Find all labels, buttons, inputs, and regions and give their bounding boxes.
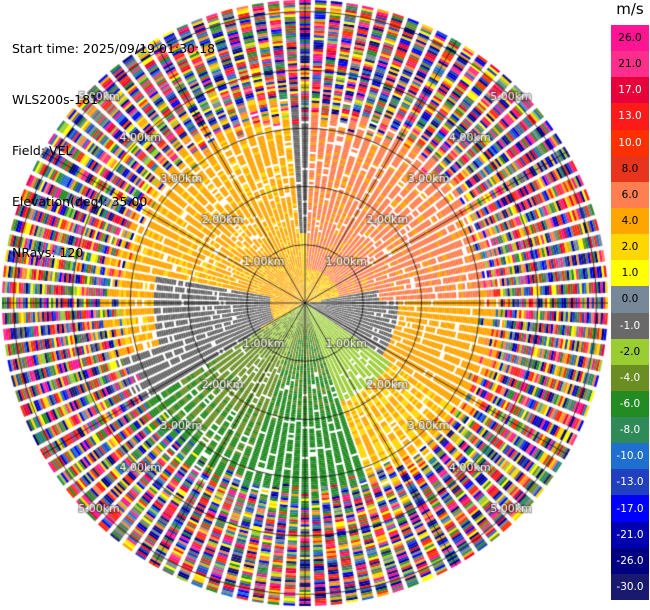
colorbar-tick-label: 8.0 xyxy=(621,162,639,175)
colorbar-tick-label: -6.0 xyxy=(619,397,641,410)
colorbar-swatch xyxy=(611,573,649,601)
nrays-text: NRays: 120 xyxy=(12,245,84,260)
colorbar-tick-label: 2.0 xyxy=(621,241,639,254)
colorbar-swatch xyxy=(611,312,649,340)
colorbar-tick-label: 13.0 xyxy=(618,110,642,123)
colorbar-tick-label: 1.0 xyxy=(621,267,639,280)
colorbar-tick-label: -17.0 xyxy=(616,502,644,515)
colorbar-swatch xyxy=(611,364,649,392)
colorbar-swatch xyxy=(611,51,649,78)
colorbar-swatch xyxy=(611,234,649,261)
colorbar-tick-label: 10.0 xyxy=(618,136,642,149)
colorbar-swatch xyxy=(611,338,649,366)
colorbar-swatch xyxy=(611,25,649,52)
colorbar-swatch xyxy=(611,390,649,418)
colorbar-swatch xyxy=(611,103,649,131)
colorbar-tick-label: -8.0 xyxy=(619,424,641,437)
field-text: Field: VEL xyxy=(12,143,73,158)
colorbar-tick-label: 4.0 xyxy=(621,215,639,228)
ppi-radar-plot xyxy=(0,0,610,610)
colorbar-tick-label: 17.0 xyxy=(618,84,642,97)
elevation-text: Elevation(deg): 35.00 xyxy=(12,194,148,209)
colorbar-tick-label: -1.0 xyxy=(619,319,641,332)
velocity-colorbar: 26.0 21.0 17.0 13.0 10.0 8.0 6.0 4.0 2.0 1.0 0.0 -1… xyxy=(611,25,649,601)
colorbar-swatch xyxy=(611,417,649,444)
colorbar-tick-label: 26.0 xyxy=(618,32,642,45)
colorbar-tick-label: 0.0 xyxy=(621,293,639,306)
colorbar-tick-label: -4.0 xyxy=(619,371,641,384)
colorbar-tick-label: -21.0 xyxy=(616,528,644,541)
colorbar-swatch xyxy=(611,207,649,235)
colorbar-tick-label: 6.0 xyxy=(621,188,639,201)
start-time-text: Start time: 2025/09/19 01:30:18 xyxy=(12,41,216,56)
colorbar-swatch xyxy=(611,521,649,549)
colorbar-swatch xyxy=(611,155,649,183)
colorbar-swatch xyxy=(611,129,649,157)
colorbar-swatch xyxy=(611,77,649,104)
colorbar-tick-label: -10.0 xyxy=(616,450,644,463)
colorbar-swatch xyxy=(611,469,649,496)
colorbar-tick-label: -26.0 xyxy=(616,554,644,567)
colorbar-swatch xyxy=(611,286,649,313)
colorbar-swatch xyxy=(611,547,649,575)
colorbar-tick-label: -30.0 xyxy=(616,580,644,593)
colorbar-swatch xyxy=(611,495,649,523)
colorbar-swatch xyxy=(611,443,649,470)
colorbar-tick-label: 21.0 xyxy=(618,58,642,71)
colorbar-unit: m/s xyxy=(616,0,644,18)
colorbar-swatch xyxy=(611,181,649,209)
colorbar-tick-label: -13.0 xyxy=(616,476,644,489)
colorbar-tick-label: -2.0 xyxy=(619,345,641,358)
colorbar-swatch xyxy=(611,260,649,287)
instrument-text: WLS200s-181 xyxy=(12,92,98,107)
plot-info-block: Start time: 2025/09/19 01:30:18 WLS200s-… xyxy=(12,6,215,278)
